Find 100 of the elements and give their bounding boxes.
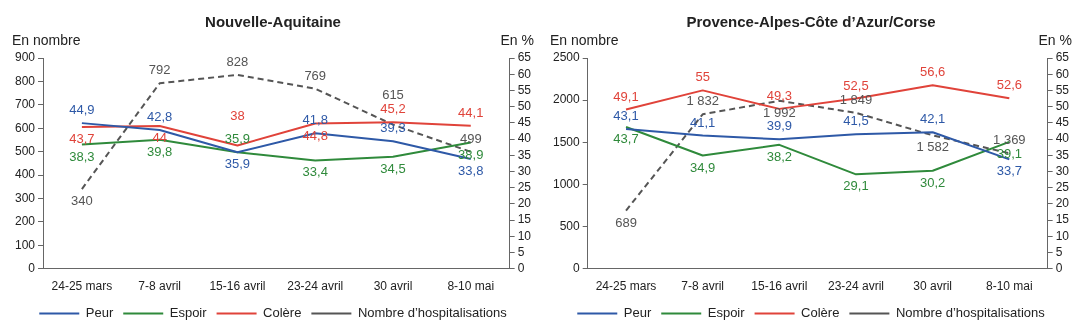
- y2-tick-label: 50: [517, 98, 532, 113]
- chart-title: Provence-Alpes-Côte d’Azur/Corse: [686, 13, 936, 31]
- data-label: 38,2: [766, 148, 792, 164]
- x-tick-label: 24-25 mars: [51, 279, 113, 294]
- y2-tick-label: 55: [517, 82, 532, 97]
- x-tick-label: 23-24 avril: [827, 279, 885, 294]
- data-label: 34,9: [690, 159, 716, 175]
- data-label: 769: [304, 67, 327, 83]
- data-label: 42,1: [920, 111, 946, 127]
- data-label: 33,4: [302, 164, 328, 180]
- chart-title: Nouvelle-Aquitaine: [205, 13, 341, 31]
- y2-tick-label: 60: [1055, 66, 1070, 81]
- y2-tick-label: 15: [517, 212, 532, 227]
- y2-tick-label: 0: [1055, 260, 1063, 275]
- data-label: 35,9: [224, 131, 251, 147]
- y2-tick-label: 25: [1055, 179, 1070, 194]
- legend-label: Peur: [623, 305, 652, 321]
- y2-tick-label: 10: [517, 228, 532, 243]
- y2-tick-label: 20: [1055, 196, 1070, 211]
- data-label: 828: [226, 53, 249, 69]
- y-axis-title: En nombre: [550, 31, 619, 48]
- y-axis-title: En nombre: [12, 31, 81, 48]
- data-label: 44,1: [458, 104, 484, 120]
- y-tick-label: 100: [14, 237, 36, 252]
- data-label: 43,7: [613, 131, 639, 147]
- y-tick-label: 2000: [552, 92, 581, 107]
- y-tick-label: 0: [573, 260, 581, 275]
- data-label: 49,3: [766, 87, 792, 103]
- data-label: 41,5: [843, 113, 869, 129]
- data-label: 43,1: [613, 108, 639, 124]
- data-label: 44,9: [69, 102, 95, 118]
- data-label: 792: [148, 62, 171, 78]
- data-label: 38,3: [69, 148, 95, 164]
- data-label: 1 582: [916, 139, 949, 155]
- data-label: 38: [230, 107, 245, 123]
- y2-axis-title: En %: [1038, 31, 1072, 48]
- y-tick-label: 0: [28, 260, 36, 275]
- legend-label: Colère: [801, 305, 840, 321]
- data-label: 52,6: [996, 77, 1022, 93]
- data-label: 41,1: [690, 114, 716, 130]
- y-tick-label: 1500: [552, 134, 581, 149]
- x-tick-label: 15-16 avril: [751, 279, 808, 294]
- data-label: 38,9: [458, 146, 484, 162]
- y2-tick-label: 0: [517, 260, 525, 275]
- x-tick-label: 24-25 mars: [595, 279, 657, 294]
- data-label: 615: [382, 86, 404, 102]
- y2-tick-label: 5: [517, 244, 525, 259]
- legend-label: Nombre d’hospitalisations: [895, 305, 1046, 321]
- y2-tick-label: 30: [517, 163, 532, 178]
- data-label: 45,2: [380, 101, 406, 117]
- x-tick-label: 7-8 avril: [681, 279, 725, 294]
- y2-tick-label: 35: [517, 147, 532, 162]
- y-tick-label: 800: [14, 73, 36, 88]
- legend-label: Peur: [85, 305, 114, 321]
- data-label: 34,5: [380, 160, 406, 176]
- y-tick-label: 2500: [552, 50, 581, 65]
- data-label: 55: [695, 69, 710, 85]
- data-label: 1 369: [993, 132, 1026, 148]
- data-label: 39,3: [380, 120, 406, 136]
- y-tick-label: 600: [14, 120, 36, 135]
- legend-label: Nombre d’hospitalisations: [357, 305, 508, 321]
- legend-label: Espoir: [707, 305, 746, 321]
- y2-tick-label: 60: [517, 66, 532, 81]
- y-tick-label: 300: [14, 190, 36, 205]
- y2-tick-label: 25: [517, 179, 532, 194]
- data-label: 42,8: [147, 109, 173, 125]
- y2-tick-label: 45: [517, 115, 532, 130]
- data-label: 340: [71, 193, 93, 209]
- y2-tick-label: 45: [1055, 115, 1070, 130]
- data-label: 43,7: [69, 131, 95, 147]
- x-tick-label: 7-8 avril: [138, 279, 182, 294]
- data-label: 35,9: [224, 156, 251, 172]
- y-tick-label: 1000: [552, 176, 581, 191]
- data-label: 49,1: [613, 88, 639, 104]
- y2-axis-title: En %: [500, 31, 534, 48]
- y2-tick-label: 30: [1055, 163, 1070, 178]
- data-label: 499: [459, 130, 482, 146]
- y-tick-label: 900: [14, 50, 36, 65]
- x-tick-label: 8-10 mai: [447, 279, 495, 294]
- y-tick-label: 700: [14, 97, 36, 112]
- x-tick-label: 23-24 avril: [287, 279, 344, 294]
- y2-tick-label: 40: [1055, 131, 1070, 146]
- legend-label: Espoir: [169, 305, 208, 321]
- y2-tick-label: 65: [517, 50, 532, 65]
- y2-tick-label: 5: [1055, 244, 1063, 259]
- data-label: 39,8: [147, 143, 173, 159]
- data-label: 689: [615, 214, 637, 230]
- legend-label: Colère: [263, 305, 302, 321]
- data-label: 33,8: [458, 163, 484, 179]
- data-label: 33,7: [996, 163, 1022, 179]
- y2-tick-label: 55: [1055, 82, 1070, 97]
- y2-tick-label: 50: [1055, 98, 1070, 113]
- data-label: 39,9: [766, 118, 792, 134]
- x-tick-label: 30 avril: [373, 279, 413, 294]
- y-tick-label: 200: [14, 214, 36, 229]
- y-tick-label: 500: [559, 218, 581, 233]
- x-tick-label: 15-16 avril: [209, 279, 266, 294]
- x-tick-label: 8-10 mai: [985, 279, 1033, 294]
- y2-tick-label: 15: [1055, 212, 1070, 227]
- y2-tick-label: 10: [1055, 228, 1070, 243]
